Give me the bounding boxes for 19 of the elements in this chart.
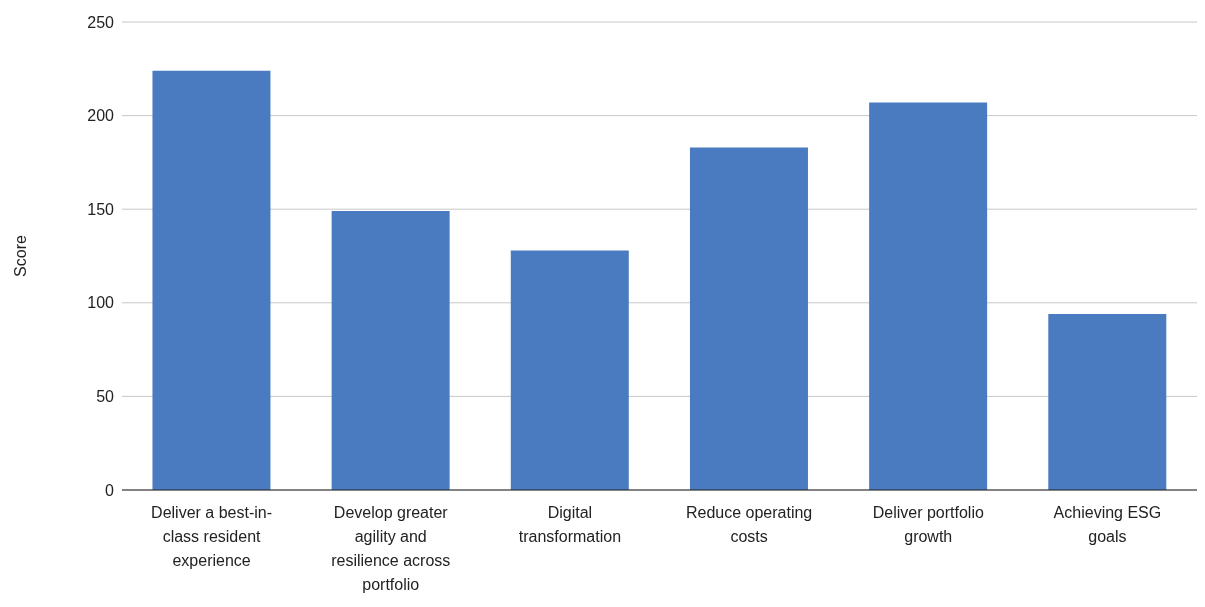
x-tick-label: Achieving ESG goals bbox=[1053, 504, 1162, 545]
x-tick-label: Develop greater agility and resilience across portfolio bbox=[331, 504, 451, 593]
bar bbox=[689, 147, 808, 490]
bar bbox=[152, 70, 271, 490]
y-tick-label: 250 bbox=[87, 13, 115, 31]
x-tick-label: Digital transformation bbox=[518, 504, 622, 545]
y-tick-label: 100 bbox=[87, 294, 115, 312]
y-tick-label: 0 bbox=[105, 481, 115, 499]
x-tick-label: Deliver portfolio growth bbox=[872, 504, 984, 545]
x-tick-label: Reduce operating costs bbox=[685, 504, 813, 545]
x-tick-label: Deliver a best-in-class resident experience bbox=[151, 504, 273, 569]
y-tick-label: 150 bbox=[87, 200, 115, 218]
bar bbox=[510, 250, 629, 490]
bar bbox=[331, 211, 450, 490]
y-tick-label: 200 bbox=[87, 107, 115, 125]
bar bbox=[869, 102, 988, 490]
y-tick-label: 50 bbox=[96, 388, 115, 406]
y-axis-title: Score bbox=[11, 235, 29, 277]
bar bbox=[1048, 314, 1167, 490]
